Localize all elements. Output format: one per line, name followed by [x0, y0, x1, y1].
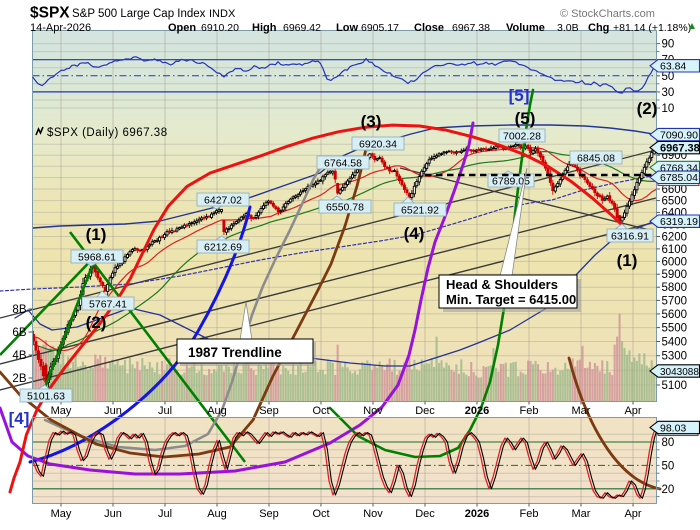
svg-text:$SPX: $SPX	[30, 5, 70, 22]
svg-text:80: 80	[662, 437, 675, 449]
svg-text:10: 10	[662, 103, 675, 115]
svg-text:6316.91: 6316.91	[611, 231, 649, 243]
svg-text:Nov: Nov	[363, 508, 383, 520]
svg-text:5900: 5900	[662, 269, 688, 281]
svg-text:+81.14 (+1.18%): +81.14 (+1.18%)	[613, 22, 691, 34]
svg-text:High: High	[252, 22, 277, 34]
svg-text:6920.34: 6920.34	[359, 139, 397, 151]
svg-text:6967.38: 6967.38	[452, 22, 490, 34]
svg-text:6785.04: 6785.04	[660, 172, 698, 184]
svg-text:Chg: Chg	[588, 22, 609, 34]
svg-text:May: May	[51, 508, 72, 520]
svg-text:INDX: INDX	[209, 8, 236, 20]
svg-text:3.0B: 3.0B	[557, 22, 579, 34]
svg-text:7090.90: 7090.90	[660, 129, 698, 141]
svg-text:Jul: Jul	[158, 405, 172, 417]
svg-text:6969.42: 6969.42	[283, 22, 321, 34]
svg-text:5500: 5500	[662, 323, 688, 335]
svg-text:Jun: Jun	[104, 508, 122, 520]
svg-text:Oct: Oct	[312, 405, 329, 417]
svg-text:7002.28: 7002.28	[503, 131, 541, 143]
svg-text:6967.38: 6967.38	[660, 142, 700, 154]
svg-text:30430888: 30430888	[660, 367, 700, 378]
svg-text:(2): (2)	[637, 99, 658, 118]
svg-text:6905.17: 6905.17	[361, 22, 399, 34]
svg-text:Jun: Jun	[104, 405, 122, 417]
svg-text:5400: 5400	[662, 337, 688, 349]
svg-text:Dec: Dec	[415, 405, 435, 417]
svg-text:4B: 4B	[12, 350, 26, 362]
svg-text:Dec: Dec	[415, 508, 435, 520]
svg-text:2026: 2026	[465, 405, 489, 417]
svg-text:50: 50	[662, 460, 675, 472]
svg-text:Sep: Sep	[259, 508, 279, 520]
svg-text:50: 50	[662, 71, 675, 83]
svg-text:98.03: 98.03	[660, 422, 686, 434]
svg-text:6910.20: 6910.20	[201, 22, 239, 34]
svg-text:6550.78: 6550.78	[326, 202, 364, 214]
svg-text:Mar: Mar	[572, 508, 591, 520]
svg-text:Jul: Jul	[158, 508, 172, 520]
svg-text:Open: Open	[168, 22, 196, 34]
svg-text:14-Apr-2026: 14-Apr-2026	[30, 22, 91, 34]
svg-text:(1): (1)	[86, 225, 107, 244]
svg-text:6427.02: 6427.02	[204, 195, 242, 207]
svg-text:5300: 5300	[662, 351, 688, 363]
svg-text:6789.05: 6789.05	[492, 176, 530, 188]
svg-text:6212.69: 6212.69	[204, 242, 242, 254]
svg-text:Aug: Aug	[207, 405, 227, 417]
svg-text:20: 20	[662, 484, 675, 496]
svg-text:6845.08: 6845.08	[577, 153, 615, 165]
svg-text:[4]: [4]	[9, 409, 30, 428]
svg-text:Oct: Oct	[312, 508, 329, 520]
svg-text:Volume: Volume	[506, 22, 545, 34]
svg-text:(3): (3)	[361, 112, 382, 131]
svg-text:Feb: Feb	[520, 508, 539, 520]
svg-text:Low: Low	[336, 22, 358, 34]
svg-text:6600: 6600	[662, 184, 688, 196]
svg-text:(5): (5)	[515, 109, 536, 128]
svg-text:63.84: 63.84	[660, 61, 686, 73]
svg-text:90: 90	[662, 39, 675, 51]
svg-text:6B: 6B	[12, 327, 26, 339]
svg-text:Nov: Nov	[363, 405, 383, 417]
svg-text:S&P 500 Large Cap Index: S&P 500 Large Cap Index	[72, 8, 206, 20]
svg-text:6200: 6200	[662, 232, 688, 244]
svg-text:© StockCharts.com: © StockCharts.com	[560, 8, 655, 20]
svg-text:5100: 5100	[662, 380, 688, 392]
svg-text:Mar: Mar	[572, 405, 591, 417]
svg-text:Close: Close	[414, 22, 444, 34]
svg-text:5767.41: 5767.41	[89, 299, 127, 311]
svg-text:(1): (1)	[617, 251, 638, 270]
svg-text:[5]: [5]	[509, 86, 530, 105]
svg-text:Head & Shoulders: Head & Shoulders	[446, 277, 558, 292]
svg-text:1987 Trendline: 1987 Trendline	[188, 345, 282, 360]
svg-text:5968.61: 5968.61	[78, 252, 116, 264]
svg-text:(2): (2)	[86, 313, 107, 332]
svg-text:Apr: Apr	[624, 405, 641, 417]
svg-text:Apr: Apr	[624, 508, 641, 520]
svg-text:2026: 2026	[465, 508, 489, 520]
svg-text:30: 30	[662, 87, 675, 99]
svg-text:5101.63: 5101.63	[27, 391, 65, 403]
svg-text:Feb: Feb	[520, 405, 539, 417]
svg-text:2B: 2B	[12, 373, 26, 385]
svg-text:$SPX (Daily) 6967.38: $SPX (Daily) 6967.38	[47, 127, 168, 139]
svg-text:6764.58: 6764.58	[324, 158, 362, 170]
svg-text:6521.92: 6521.92	[401, 205, 439, 217]
svg-text:8B: 8B	[12, 304, 26, 316]
svg-text:5700: 5700	[662, 295, 688, 307]
svg-text:Sep: Sep	[259, 405, 279, 417]
svg-text:6500: 6500	[662, 196, 688, 208]
svg-text:(4): (4)	[404, 224, 425, 243]
svg-text:6000: 6000	[662, 256, 688, 268]
svg-text:May: May	[51, 405, 72, 417]
svg-text:Aug: Aug	[207, 508, 227, 520]
svg-text:6319.19: 6319.19	[660, 216, 698, 228]
svg-text:5600: 5600	[662, 309, 688, 321]
svg-text:6100: 6100	[662, 244, 688, 256]
svg-text:5800: 5800	[662, 282, 688, 294]
svg-text:Min. Target = 6415.00: Min. Target = 6415.00	[446, 292, 576, 307]
